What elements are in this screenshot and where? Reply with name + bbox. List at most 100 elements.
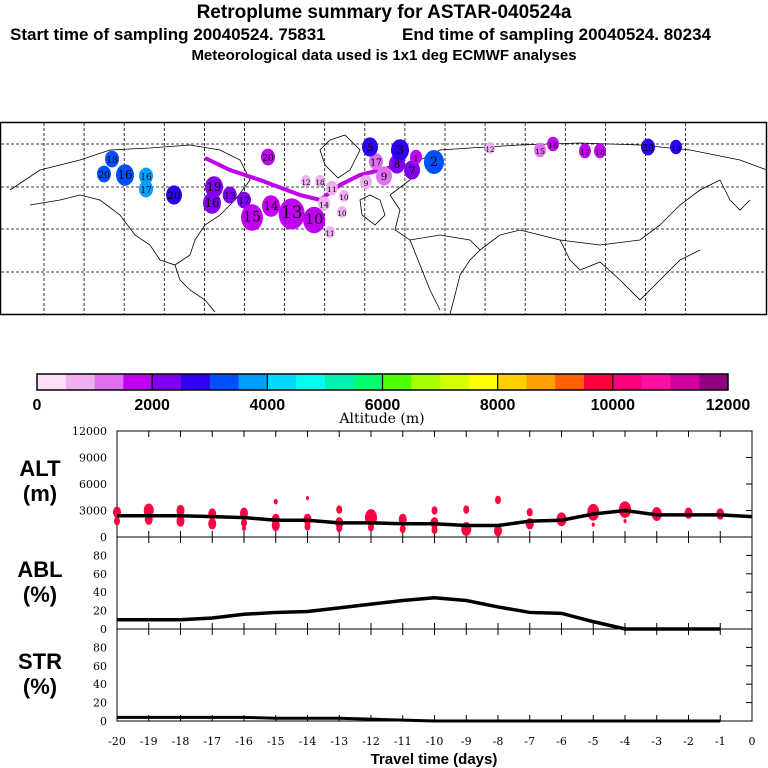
plume-marker-label: 12 — [486, 146, 495, 154]
plume-marker-label: 14 — [319, 201, 329, 210]
plume-marker — [325, 226, 335, 238]
colorbar-swatch — [209, 374, 240, 390]
plume-marker-group: 17 — [237, 191, 251, 209]
plume-marker — [547, 136, 559, 152]
x-tick-label: -16 — [235, 735, 253, 748]
altitude-scatter-point — [591, 522, 595, 527]
plume-marker — [205, 176, 223, 198]
colorbar-swatch — [123, 374, 153, 390]
plume-marker-group: 17 — [139, 180, 153, 198]
map-frame — [0, 121, 768, 316]
colorbar-swatch — [65, 374, 96, 390]
plume-marker-group: 16 — [116, 164, 134, 186]
x-tick-label: -15 — [267, 735, 285, 748]
coastline — [389, 194, 481, 315]
colorbar-swatch — [353, 374, 383, 390]
x-axis-label: Travel time (days) — [371, 751, 498, 768]
plume-marker-group: 14 — [262, 195, 280, 217]
plume-marker-label: 7 — [409, 165, 416, 177]
plume-marker — [360, 174, 372, 190]
panel-label-alt: ALT — [19, 456, 61, 481]
series-line-abl — [117, 595, 721, 631]
altitude-scatter-point — [495, 495, 501, 505]
plume-marker-label: 20 — [98, 171, 110, 181]
plume-marker — [594, 143, 606, 159]
x-tick-label: -13 — [330, 735, 348, 748]
y-tick-label: 9000 — [79, 452, 107, 465]
plume-marker — [641, 138, 655, 156]
plume-marker-group: 10 — [339, 190, 349, 202]
coastline — [174, 264, 216, 313]
altitude-scatter-point — [494, 525, 502, 537]
plume-marker — [166, 185, 182, 205]
x-tick-label: -14 — [299, 735, 317, 748]
altitude-scatter-point — [114, 516, 120, 526]
plume-marker-group: 20 — [261, 148, 275, 166]
plume-marker — [318, 196, 330, 211]
x-tick-label: -5 — [588, 735, 599, 748]
plume-marker-group: 16 — [547, 136, 559, 152]
colorbar-swatch — [555, 374, 585, 390]
x-tick-label: -4 — [620, 735, 631, 748]
colorbar-swatch — [497, 374, 527, 390]
altitude-scatter-point — [399, 524, 406, 534]
colorbar-swatch — [152, 374, 182, 390]
plume-marker — [670, 139, 682, 155]
plume-marker-group: 7 — [404, 160, 420, 180]
plume-marker-label: 13 — [224, 192, 236, 202]
colorbar-swatch — [641, 374, 671, 390]
y-tick-label: 20 — [93, 697, 107, 710]
panel-label-str: STR — [18, 649, 62, 674]
plume-marker — [410, 149, 422, 165]
x-tick-label: -7 — [524, 735, 535, 748]
altitude-scatter-point — [684, 507, 693, 519]
plume-marker — [424, 150, 444, 174]
altitude-scatter-point — [463, 505, 470, 514]
plume-marker — [362, 137, 378, 157]
y-tick-label: 6000 — [79, 478, 107, 491]
colorbar-swatch — [94, 374, 124, 390]
altitude-scatter-point — [336, 523, 343, 533]
colorbar-swatch — [670, 374, 700, 390]
plume-marker-label: 1 — [414, 154, 419, 163]
altitude-scatter-point — [273, 498, 278, 505]
colorbar-swatch — [382, 374, 412, 390]
start-time-label: Start time of sampling 20040524. 75831 — [10, 25, 326, 44]
plume-marker — [116, 164, 134, 186]
plume-marker-label: 16 — [548, 141, 558, 150]
panel-frame-abl — [116, 536, 753, 630]
coastline — [559, 239, 701, 301]
coastline — [479, 179, 721, 251]
plume-marker — [303, 206, 326, 234]
x-tick-label: -2 — [683, 735, 694, 748]
colorbar-tick-label: 10000 — [591, 397, 636, 414]
plume-marker-label: 10 — [338, 210, 347, 218]
plume-marker-label: 20 — [262, 154, 274, 164]
plume-marker-group: 15 — [534, 142, 546, 158]
colorbar-swatch — [238, 374, 268, 390]
x-tick-label: -12 — [362, 735, 380, 748]
plume-marker-label: 18 — [106, 156, 118, 166]
plume-marker-group: 14 — [318, 196, 330, 211]
colorbar-tick-label: 0 — [33, 397, 42, 414]
plume-marker-label: 11 — [327, 185, 337, 194]
colorbar-swatch — [37, 374, 67, 390]
colorbar-title: Altitude (m) — [338, 411, 424, 427]
series-line-alt — [117, 508, 753, 528]
plume-marker — [534, 142, 546, 158]
colorbar-swatch — [699, 374, 729, 390]
y-tick-label: 0 — [100, 623, 107, 636]
colorbar-swatch — [612, 374, 643, 390]
altitude-scatter-point — [306, 496, 309, 501]
y-tick-label: 3000 — [79, 505, 107, 518]
plume-marker-label: 16 — [118, 168, 133, 182]
plume-marker-group: 5 — [362, 137, 378, 157]
altitude-scatter-point — [368, 523, 374, 532]
altitude-scatter-point — [336, 505, 343, 514]
colorbar-swatch — [180, 374, 211, 390]
plume-marker-group: 15 — [241, 204, 263, 231]
x-tick-label: -6 — [556, 735, 567, 748]
colorbar-swatch — [526, 374, 556, 390]
y-tick-label: 12000 — [72, 425, 107, 438]
